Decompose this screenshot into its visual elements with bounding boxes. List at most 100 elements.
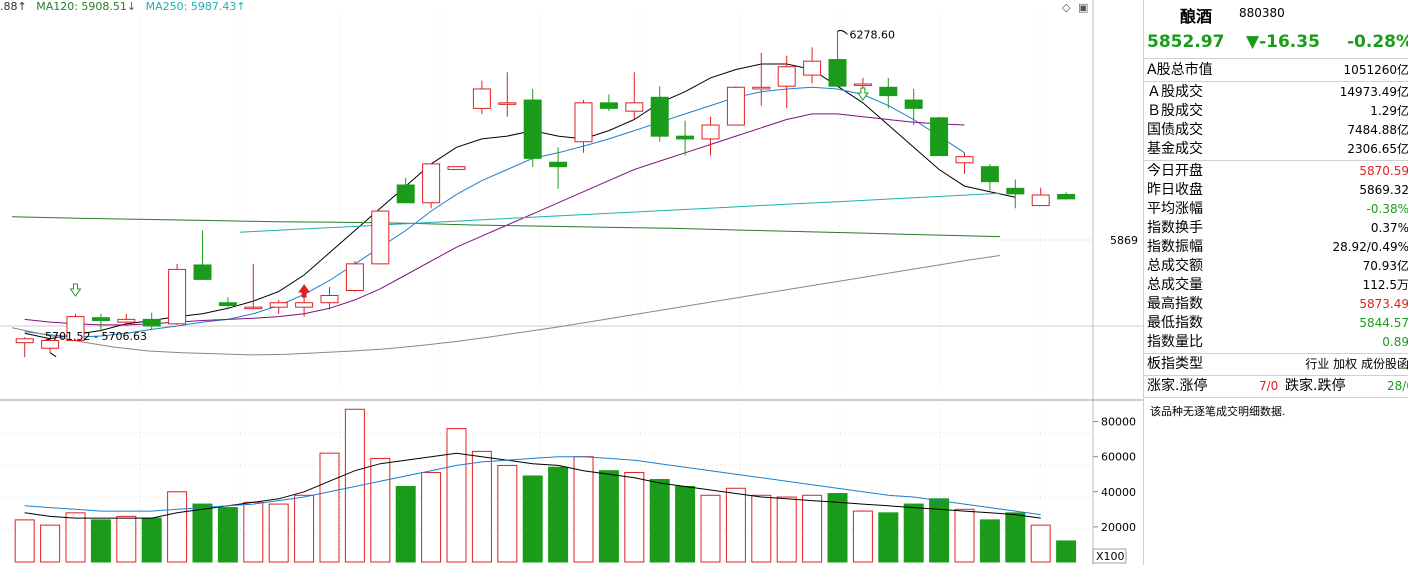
quote-row: 指数量比 0.89 <box>1147 333 1408 352</box>
candle-body <box>472 88 491 109</box>
candle-body <box>345 263 364 292</box>
ma-mid-line <box>24 86 965 338</box>
ma-legend-item: .88↑ <box>0 0 27 13</box>
volume-bar <box>14 519 35 563</box>
volume-bar <box>40 524 61 563</box>
candle-body <box>168 268 187 325</box>
quote-row: 昨日收盘 5869.32 <box>1147 181 1408 200</box>
quote-value: 1.29亿 <box>1370 104 1408 118</box>
quote-value: 行业 加权 成份股函 <box>1305 357 1408 371</box>
volume-bar <box>370 457 391 563</box>
quote-value: 14973.49亿 <box>1339 85 1408 99</box>
volume-bar <box>116 515 137 563</box>
candle-body <box>41 339 60 349</box>
quote-label: 最低指数 <box>1147 315 1203 331</box>
candle-body <box>15 338 34 344</box>
volume-bar <box>929 498 950 563</box>
high-label: 6278.60 <box>850 28 896 41</box>
volume-tick-label: 60000 <box>1101 451 1136 464</box>
quote-value: 5870.59 <box>1359 164 1408 178</box>
ma250-line <box>239 192 1001 233</box>
candle-body <box>625 102 644 112</box>
index-change: ▼-16.35 <box>1246 32 1320 52</box>
quote-row: 平均涨幅 -0.38% <box>1147 200 1408 219</box>
candle-body <box>1057 193 1076 200</box>
volume-bar <box>294 494 315 563</box>
volume-bar <box>802 494 823 563</box>
quote-label: 板指类型 <box>1147 356 1203 372</box>
index-price: 5852.97 <box>1147 32 1225 52</box>
quote-value: 1051260亿 <box>1343 63 1408 77</box>
quote-value: -0.38% <box>1366 202 1408 216</box>
volume-bar <box>1056 540 1077 563</box>
quote-label: 昨日收盘 <box>1147 182 1203 198</box>
volume-bar <box>954 508 975 563</box>
no-tick-data-note: 该品种无逐笔成交明细数据. <box>1150 405 1286 418</box>
volume-bar <box>395 486 416 563</box>
chart-tools: ◇ ▣ <box>1058 1 1088 14</box>
volume-tick-label: 20000 <box>1101 521 1136 534</box>
quote-value: 5869.32 <box>1359 183 1408 197</box>
volume-bar <box>598 470 619 563</box>
quote-row: 总成交额 70.93亿 <box>1147 257 1408 276</box>
volume-bar <box>776 496 797 563</box>
candle-body <box>930 117 949 157</box>
quote-label: 指数振幅 <box>1147 239 1203 255</box>
buy-signal-icon <box>298 284 311 298</box>
quote-panel: 酿酒 880380 5852.97 ▼-16.35 -0.28% A股总市值 10… <box>1143 0 1408 565</box>
divider <box>1144 160 1408 161</box>
volume-bar <box>522 475 543 563</box>
quote-label: A股总市值 <box>1147 62 1213 78</box>
volume-bar <box>852 510 873 563</box>
index-code: 880380 <box>1239 6 1285 20</box>
quote-value: 28.92/0.49% <box>1332 240 1408 254</box>
quote-label: 最高指数 <box>1147 296 1203 312</box>
candle-body <box>701 124 720 140</box>
kline-chart-area[interactable]: 6278.60 5701.52 - 5706.63 5869 80000 60000 40… <box>0 0 1143 565</box>
ma120-legend-item: MA120: 5908.51↓ <box>36 0 137 13</box>
volume-bar <box>192 503 213 563</box>
volume-bar <box>649 478 670 563</box>
quote-row: 最高指数 5873.49 <box>1147 295 1408 314</box>
volume-bar <box>497 464 518 563</box>
candle-body <box>1006 187 1025 195</box>
candle-body <box>66 316 85 341</box>
quote-row: 指数换手 0.37% <box>1147 219 1408 238</box>
high-marker <box>837 29 848 35</box>
board-type-row: 板指类型 行业 加权 成份股函 <box>1147 355 1408 374</box>
updown-row: 涨家.涨停 7/0 跌家.跌停 28/0 <box>1147 377 1408 396</box>
candle-body <box>904 99 923 109</box>
volume-bar <box>167 491 188 563</box>
candle-body <box>218 302 237 306</box>
quote-label: 指数量比 <box>1147 334 1203 350</box>
candle-body <box>117 318 136 323</box>
candle-body <box>193 264 212 280</box>
window-icon[interactable]: ▣ <box>1077 1 1089 14</box>
quote-value: 112.5万 <box>1362 278 1408 292</box>
candle-body <box>320 294 339 304</box>
volume-bar <box>421 471 442 563</box>
price-axis-label: 5869 <box>1110 234 1138 247</box>
candle-body <box>726 86 745 126</box>
candle-body <box>1031 194 1050 207</box>
quote-row: Ａ股成交 14973.49亿 <box>1147 83 1408 102</box>
quote-label: Ａ股成交 <box>1147 84 1203 100</box>
volume-bar <box>548 466 569 563</box>
volume-unit-box <box>1092 548 1127 564</box>
low-marker <box>49 352 57 358</box>
quote-label: 平均涨幅 <box>1147 201 1203 217</box>
candle-body <box>803 60 822 76</box>
divider <box>1144 353 1408 354</box>
low-label: 5701.52 - 5706.63 <box>45 330 147 343</box>
volume-bar <box>624 471 645 563</box>
volume-bar <box>446 428 467 563</box>
volume-bar <box>268 503 289 563</box>
kline-chart[interactable]: 6278.60 5701.52 - 5706.63 5869 80000 60000 40… <box>0 0 1143 565</box>
vma-a-line <box>24 452 1041 519</box>
volume-bar <box>90 519 111 563</box>
quote-value: 5844.57 <box>1359 316 1408 330</box>
volume-bar <box>903 503 924 563</box>
updown-item: 7/0 <box>1259 379 1279 393</box>
diamond-icon[interactable]: ◇ <box>1062 1 1071 14</box>
candle-body <box>523 99 542 159</box>
